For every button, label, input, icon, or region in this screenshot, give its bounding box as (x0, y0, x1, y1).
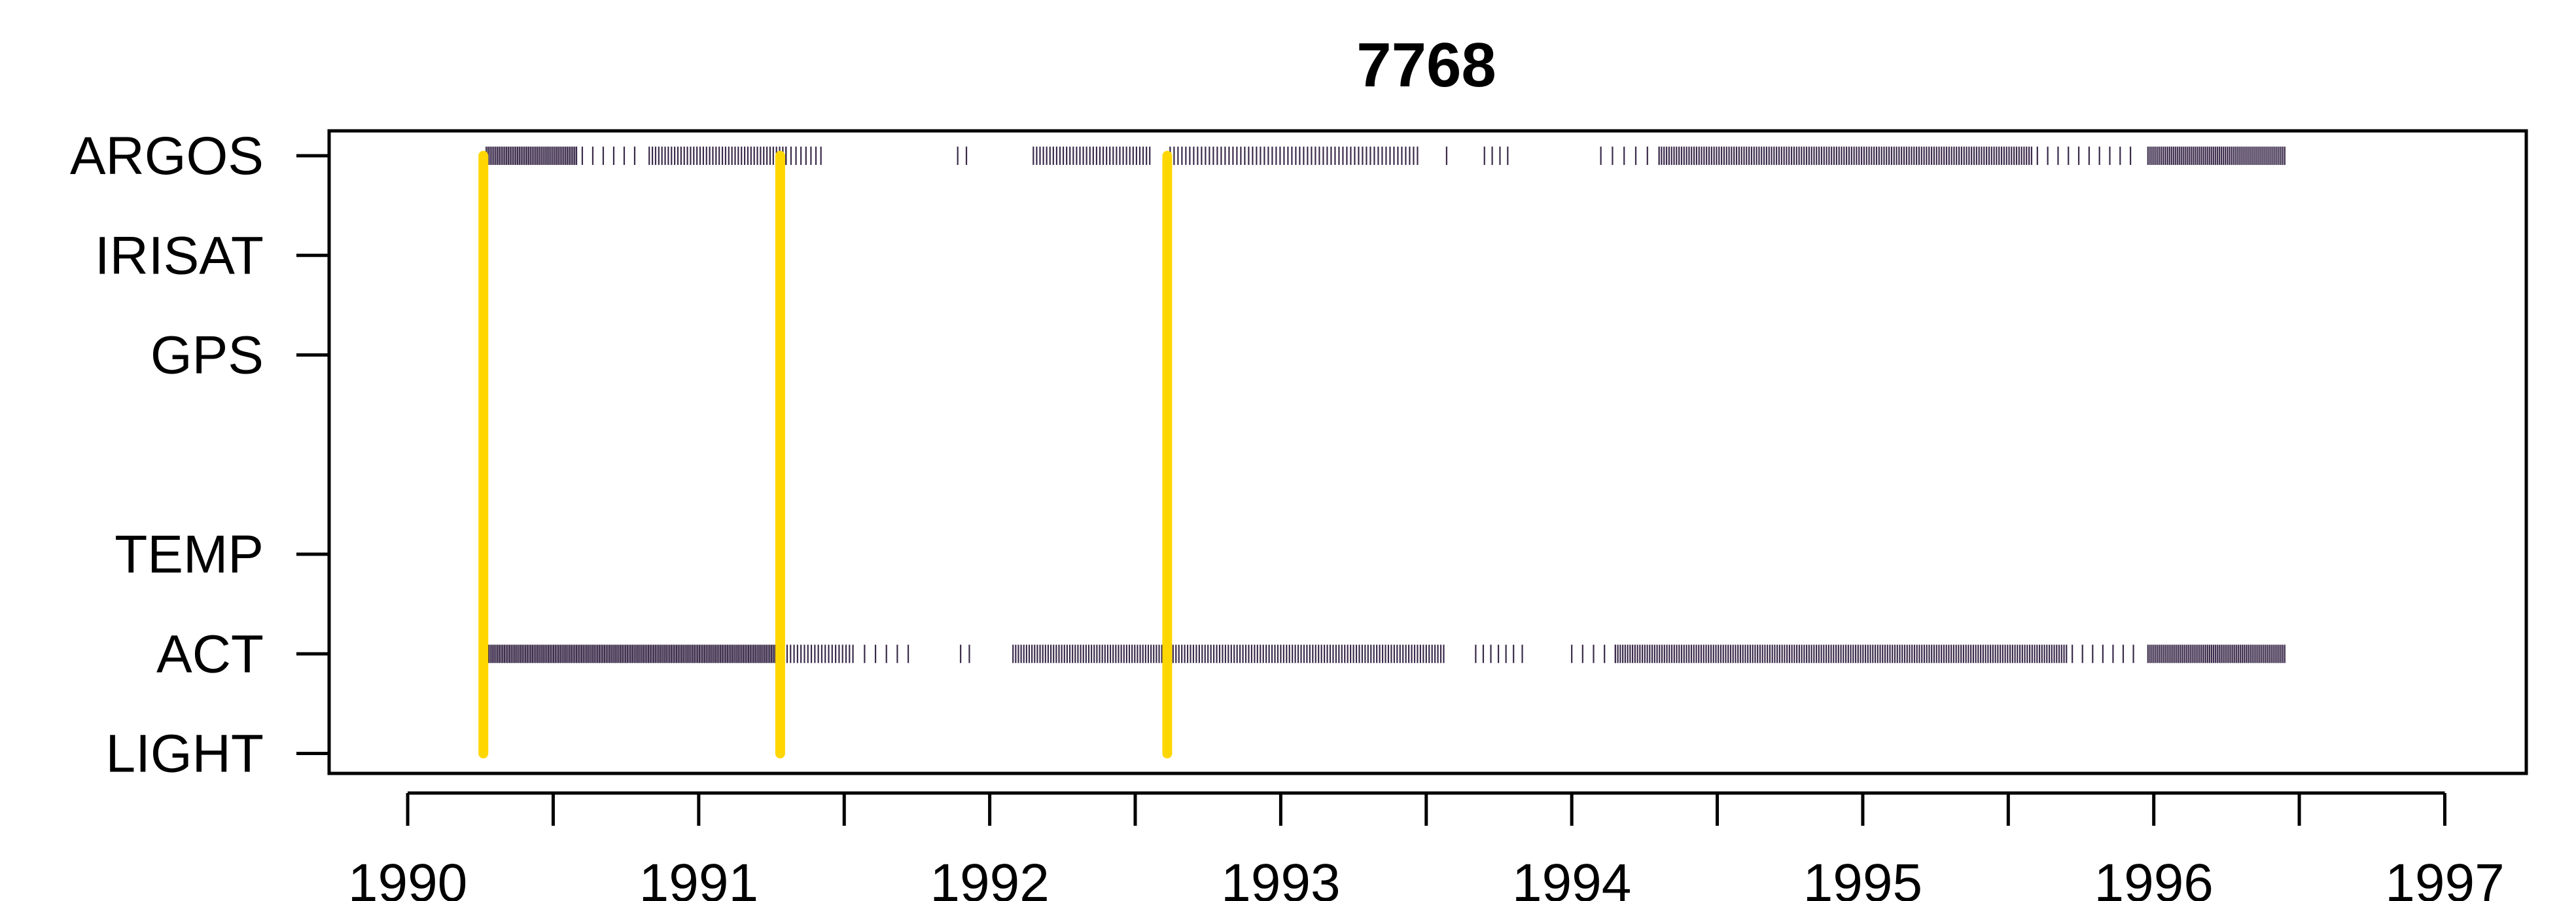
x-tick-label-1990: 1990 (348, 853, 467, 901)
y-tick-label-argos: ARGOS (70, 126, 264, 186)
y-tick-label-temp: TEMP (115, 525, 264, 584)
series-argos (485, 147, 2285, 166)
x-tick-label-1993: 1993 (1221, 853, 1340, 901)
y-tick-label-irisat: IRISAT (95, 226, 264, 285)
x-axis: 1990 1991 1992 1993 1994 1995 1996 1997 (348, 791, 2505, 901)
deployment-lines (478, 150, 1173, 759)
x-tick-label-1991: 1991 (639, 853, 758, 901)
x-tick-label-1992: 1992 (930, 853, 1049, 901)
y-tick-label-act: ACT (156, 624, 264, 684)
series-act (482, 645, 2285, 663)
plot-frame (327, 129, 2528, 775)
chart-title: 7768 (1356, 30, 1496, 100)
x-tick-label-1995: 1995 (1803, 853, 1922, 901)
x-tick-label-1994: 1994 (1512, 853, 1631, 901)
event-marks (482, 147, 2285, 663)
x-tick-label-1996: 1996 (2094, 853, 2213, 901)
y-axis: ARGOS IRISAT GPS TEMP ACT LIGHT (70, 126, 329, 784)
y-tick-label-light: LIGHT (106, 724, 264, 784)
y-tick-label-gps: GPS (150, 326, 264, 385)
x-tick-label-1997: 1997 (2385, 853, 2504, 901)
